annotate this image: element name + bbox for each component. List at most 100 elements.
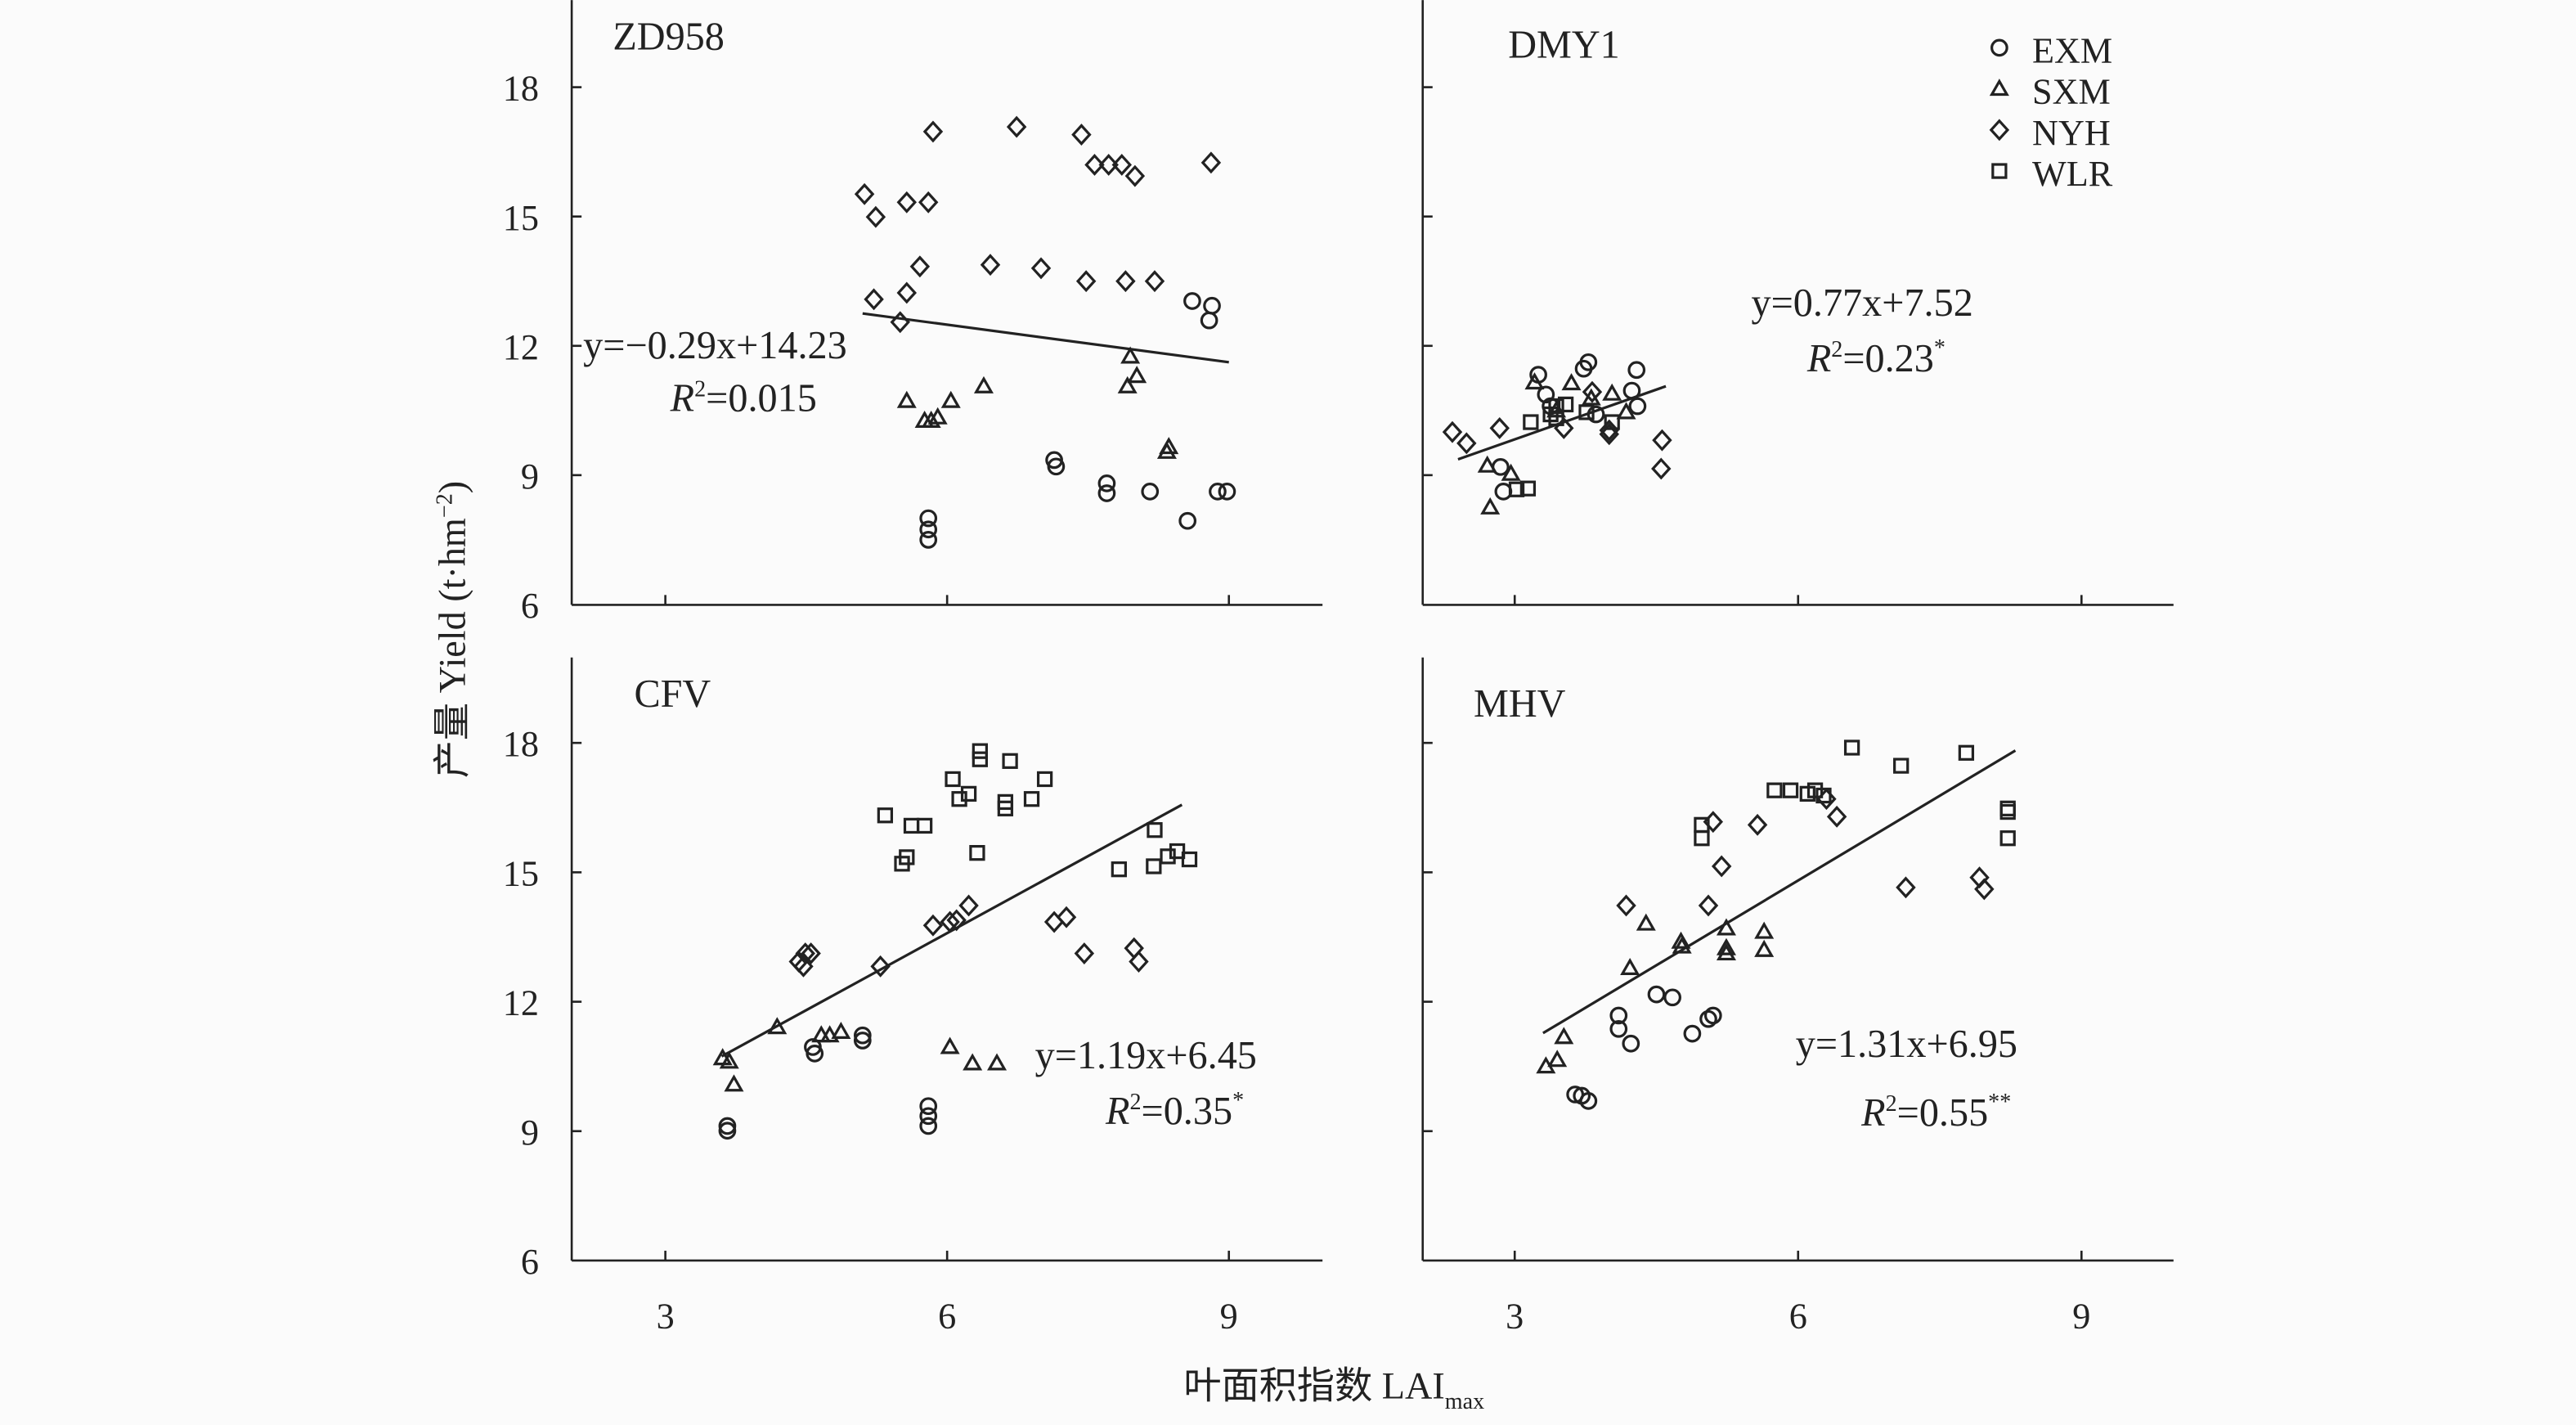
x-tick-label: 9 xyxy=(2072,1296,2090,1336)
data-point-sxm xyxy=(1672,936,1692,954)
data-point-sxm xyxy=(1636,913,1656,931)
data-point-nyh xyxy=(980,254,1001,276)
data-point-nyh xyxy=(1582,380,1603,403)
data-point-sxm xyxy=(819,1025,840,1043)
data-point-nyh xyxy=(1826,805,1847,828)
data-point-wlr xyxy=(1999,803,2016,820)
x-axis-label-subscript: max xyxy=(1445,1389,1484,1414)
data-point-exm xyxy=(1579,1092,1598,1110)
data-point-wlr xyxy=(997,800,1014,816)
data-point-wlr xyxy=(1893,757,1910,774)
panel-mhv: 3 6 9 MHV y=1.31x+6.95 R2=0.55** xyxy=(1421,657,2174,1336)
data-point-nyh xyxy=(1084,154,1105,176)
data-point-wlr xyxy=(1999,830,2016,847)
data-point-wlr xyxy=(877,807,894,824)
data-point-nyh xyxy=(795,942,815,964)
data-point-exm xyxy=(919,1117,938,1135)
r-squared-equals: = xyxy=(1142,1090,1164,1133)
x-tick-label: 6 xyxy=(938,1296,956,1336)
data-point-exm xyxy=(919,520,938,539)
data-point-exm xyxy=(806,1045,824,1063)
data-point-nyh xyxy=(896,281,917,304)
x-tick-label: 9 xyxy=(1220,1296,1238,1336)
data-point-sxm xyxy=(1620,957,1640,975)
data-point-exm xyxy=(1622,1034,1640,1053)
legend-item-nyh: NYH xyxy=(1989,113,2111,153)
data-point-sxm xyxy=(767,1017,788,1035)
y-tick-label: 15 xyxy=(503,198,539,238)
y-tick-label: 15 xyxy=(503,853,539,893)
data-point-sxm xyxy=(724,1074,744,1092)
data-point-nyh xyxy=(1698,894,1719,917)
x-tick-label: 3 xyxy=(657,1296,675,1336)
r-symbol: R xyxy=(670,376,694,420)
r-squared-label: R2=0.23* xyxy=(1806,335,1945,380)
data-point-wlr xyxy=(1181,851,1198,868)
data-point-wlr xyxy=(1023,791,1040,807)
data-point-nyh xyxy=(1599,419,1619,442)
r-squared-value: 0.015 xyxy=(728,376,816,420)
data-point-wlr xyxy=(951,791,967,807)
data-point-exm xyxy=(718,1122,737,1140)
data-point-sxm xyxy=(1602,383,1622,401)
data-point-wlr xyxy=(1542,406,1559,423)
significance-marker: * xyxy=(1232,1088,1244,1113)
data-point-sxm xyxy=(1127,366,1147,384)
series-exm xyxy=(718,1026,938,1140)
data-point-nyh xyxy=(922,914,944,937)
data-point-wlr xyxy=(899,849,915,865)
significance-marker: ** xyxy=(1988,1090,2011,1115)
x-tick-label: 6 xyxy=(1789,1296,1807,1336)
data-point-sxm xyxy=(896,390,917,408)
panels: 69121518ZD958y=−0.29x+14.23R2=0.015DMY1y… xyxy=(503,0,2174,1336)
r-superscript: 2 xyxy=(694,376,706,402)
data-point-exm xyxy=(1683,1024,1702,1043)
data-point-exm xyxy=(1047,457,1066,476)
legend-item-sxm: SXM xyxy=(1989,72,2111,112)
data-point-nyh xyxy=(1071,124,1092,146)
r-symbol: R xyxy=(1806,337,1831,380)
data-point-exm xyxy=(718,1117,737,1135)
data-point-exm xyxy=(853,1032,872,1050)
data-point-exm xyxy=(1609,1006,1628,1025)
data-point-wlr xyxy=(972,743,989,759)
data-point-sxm xyxy=(1716,918,1736,936)
data-point-wlr xyxy=(1519,480,1537,497)
data-point-sxm xyxy=(1524,372,1545,390)
data-point-sxm xyxy=(1159,437,1179,455)
panel-title: CFV xyxy=(634,672,711,716)
series-sxm xyxy=(1536,913,1775,1074)
data-point-exm xyxy=(1579,353,1598,371)
series-wlr xyxy=(1508,396,1620,497)
data-point-wlr xyxy=(1806,782,1824,798)
series-sxm xyxy=(896,346,1179,459)
data-point-wlr xyxy=(972,751,989,767)
data-point-nyh xyxy=(1075,270,1097,293)
regression-line xyxy=(862,312,1229,364)
data-point-nyh xyxy=(1056,906,1077,928)
y-axis-label-superscript: −2 xyxy=(432,493,457,518)
y-axis-label-end: ) xyxy=(432,481,473,493)
data-point-nyh xyxy=(1098,154,1119,176)
data-point-nyh xyxy=(1129,951,1149,973)
r-squared-value: 0.35 xyxy=(1164,1090,1232,1133)
data-point-wlr xyxy=(1002,753,1018,769)
data-point-wlr xyxy=(1160,848,1176,865)
y-axis-label-text: 产量 Yield (t·hm xyxy=(432,518,473,778)
regression-equation: y=−0.29x+14.23 xyxy=(583,324,847,367)
data-point-exm xyxy=(1183,292,1201,310)
data-point-sxm xyxy=(831,1022,851,1040)
y-tick-label: 9 xyxy=(521,456,539,497)
data-point-exm xyxy=(1097,474,1116,492)
data-point-exm xyxy=(1209,483,1227,501)
data-point-exm xyxy=(919,531,938,549)
panel-dmy1: DMY1 y=0.77x+7.52 R2=0.23* xyxy=(1421,0,2174,606)
r-superscript: 2 xyxy=(1831,337,1842,362)
data-point-exm xyxy=(1647,985,1666,1004)
regression-line xyxy=(720,803,1183,1058)
r-squared-label: R2=0.015 xyxy=(670,376,817,420)
regression-equation: y=1.19x+6.45 xyxy=(1035,1034,1257,1077)
